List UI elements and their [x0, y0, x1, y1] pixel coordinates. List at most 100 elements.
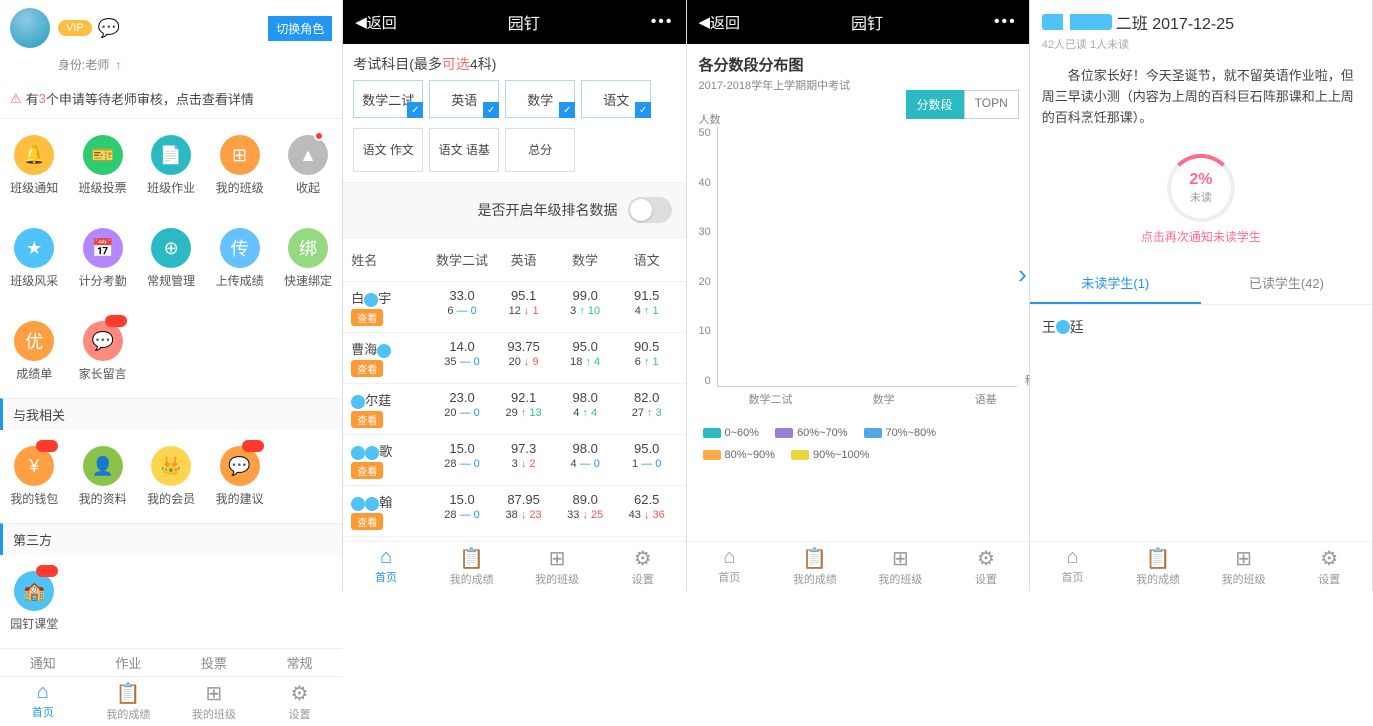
next-arrow-icon[interactable]: ›	[1018, 259, 1027, 290]
mini-tab[interactable]: 投票	[171, 649, 257, 676]
feature-icon: 🎫	[83, 135, 123, 175]
table-row: 歌查看 15.028 — 097.33 ↓ 298.04 — 095.01 — …	[343, 435, 685, 486]
view-button[interactable]: 查看	[351, 513, 383, 530]
more-icon[interactable]: •••	[994, 13, 1017, 31]
tab-首页[interactable]: ⌂首页	[687, 546, 773, 587]
legend: 0~60%60%~70%70%~80%80%~90%90%~100%	[687, 417, 1029, 471]
feature-item[interactable]: 优 成绩单	[0, 315, 68, 388]
feature-label: 收起	[274, 179, 342, 196]
tab-我的成绩[interactable]: 📋我的成绩	[429, 546, 515, 587]
feature-item[interactable]: 🎫 班级投票	[68, 129, 136, 202]
subject-chip[interactable]: 英语	[429, 80, 499, 118]
chat-icon[interactable]: 💬	[98, 18, 120, 39]
feature-icon: 📅	[83, 228, 123, 268]
feature-item[interactable]: 🏫 园钉课堂	[0, 565, 68, 638]
tab-我的班级[interactable]: ⊞我的班级	[1201, 546, 1287, 587]
feature-item[interactable]: 绑 快速绑定	[274, 222, 342, 295]
table-row: 曹海查看 14.035 — 093.7520 ↓ 995.018 ↑ 490.5…	[343, 333, 685, 384]
back-button[interactable]: ◀返回	[699, 12, 741, 33]
mini-tab[interactable]: 通知	[0, 649, 86, 676]
subject-label: 考试科目(最多可选4科)	[343, 44, 685, 80]
feature-label: 成绩单	[0, 365, 68, 382]
view-button[interactable]: 查看	[351, 462, 383, 479]
tab-我的成绩[interactable]: 📋我的成绩	[86, 681, 172, 722]
feature-item[interactable]: ⊕ 常规管理	[137, 222, 205, 295]
feature-label: 计分考勤	[68, 272, 136, 289]
feature-item[interactable]: 🔔 班级通知	[0, 129, 68, 202]
back-button[interactable]: ◀返回	[355, 12, 397, 33]
subject-chips-row1: 数学二试英语数学语文	[343, 80, 685, 128]
feature-icon: 💬	[220, 446, 260, 486]
tabbar: ⌂首页📋我的成绩⊞我的班级⚙设置	[0, 676, 342, 726]
notice-body: 各位家长好！今天圣诞节，就不留英语作业啦，但周三早读小测（内容为上周的百科巨石阵…	[1030, 56, 1372, 138]
feature-item[interactable]: 💬 家长留言	[68, 315, 136, 388]
score-cell: 95.112 ↓ 1	[493, 288, 555, 326]
notice-header: 二班 2017-12-25 42人已读 1人未读	[1030, 0, 1372, 56]
subject-chip[interactable]: 语文 语基	[429, 128, 499, 172]
feature-item[interactable]: 💬 我的建议	[205, 440, 273, 513]
score-cell: 62.543 ↓ 36	[616, 492, 678, 530]
feature-item[interactable]: 📄 班级作业	[137, 129, 205, 202]
tabbar: ⌂首页📋我的成绩⊞我的班级⚙设置	[687, 541, 1029, 591]
notify-again-link[interactable]: 点击再次通知未读学生	[1030, 228, 1372, 245]
tab-设置[interactable]: ⚙设置	[257, 681, 343, 722]
avatar[interactable]	[10, 8, 50, 48]
rank-toggle[interactable]	[628, 197, 672, 223]
tab-首页[interactable]: ⌂首页	[1030, 546, 1116, 587]
subject-chip[interactable]: 总分	[505, 128, 575, 172]
table-row: 尔莛查看 23.020 — 092.129 ↑ 1398.04 ↑ 482.02…	[343, 384, 685, 435]
feature-label: 我的钱包	[0, 490, 68, 507]
subject-chip[interactable]: 语文	[581, 80, 651, 118]
pending-alert[interactable]: ⚠ 有3个申请等待老师审核，点击查看详情	[0, 79, 342, 119]
tab-首页[interactable]: ⌂首页	[0, 681, 86, 722]
section-third: 第三方	[0, 523, 342, 555]
tab-我的成绩[interactable]: 📋我的成绩	[772, 546, 858, 587]
tab-icon: ⌂	[687, 546, 773, 569]
tab-设置[interactable]: ⚙设置	[600, 546, 686, 587]
tab-我的班级[interactable]: ⊞我的班级	[171, 681, 257, 722]
table-row: 翰查看 15.028 — 087.9538 ↓ 2389.033 ↓ 2562.…	[343, 486, 685, 537]
view-button[interactable]: 查看	[351, 360, 383, 377]
switch-role-button[interactable]: 切换角色	[268, 16, 332, 41]
legend-item: 60%~70%	[775, 427, 847, 439]
tab-read[interactable]: 已读学生(42)	[1201, 263, 1372, 304]
feature-item[interactable]: ★ 班级风采	[0, 222, 68, 295]
header-title: 园钉	[397, 10, 651, 34]
tab-设置[interactable]: ⚙设置	[943, 546, 1029, 587]
tab-我的班级[interactable]: ⊞我的班级	[514, 546, 600, 587]
feature-item[interactable]: 👤 我的资料	[68, 440, 136, 513]
feature-item[interactable]: ¥ 我的钱包	[0, 440, 68, 513]
view-button[interactable]: 查看	[351, 411, 383, 428]
feature-item[interactable]: ⊞ 我的班级	[205, 129, 273, 202]
feature-icon: 传	[220, 228, 260, 268]
tab-设置[interactable]: ⚙设置	[1286, 546, 1372, 587]
tab-icon: ⚙	[600, 546, 686, 571]
score-cell: 99.03 ↑ 10	[554, 288, 616, 326]
feature-icon: ⊞	[220, 135, 260, 175]
score-cell: 87.9538 ↓ 23	[493, 492, 555, 530]
view-button[interactable]: 查看	[351, 309, 383, 326]
feature-item[interactable]: 👑 我的会员	[137, 440, 205, 513]
subject-chip[interactable]: 语文 作文	[353, 128, 423, 172]
subject-chip[interactable]: 数学二试	[353, 80, 423, 118]
tab-首页[interactable]: ⌂首页	[343, 546, 429, 587]
tab-unread[interactable]: 未读学生(1)	[1030, 263, 1201, 304]
rank-toggle-label: 是否开启年级排名数据	[478, 200, 618, 220]
student-row[interactable]: 王廷	[1030, 305, 1372, 349]
feature-item[interactable]: 传 上传成绩	[205, 222, 273, 295]
feature-icon: 💬	[83, 321, 123, 361]
tab-icon: ⚙	[943, 546, 1029, 571]
feature-item[interactable]: ▲ 收起	[274, 129, 342, 202]
tab-我的成绩[interactable]: 📋我的成绩	[1115, 546, 1201, 587]
legend-item: 80%~90%	[703, 449, 775, 461]
feature-item[interactable]: 📅 计分考勤	[68, 222, 136, 295]
subject-chip[interactable]: 数学	[505, 80, 575, 118]
score-cell: 23.020 — 0	[431, 390, 493, 428]
feature-label: 我的会员	[137, 490, 205, 507]
mini-tab[interactable]: 常规	[257, 649, 343, 676]
tab-我的班级[interactable]: ⊞我的班级	[858, 546, 944, 587]
more-icon[interactable]: •••	[651, 13, 674, 31]
feature-label: 班级投票	[68, 179, 136, 196]
mini-tab[interactable]: 作业	[86, 649, 172, 676]
tabbar: ⌂首页📋我的成绩⊞我的班级⚙设置	[1030, 541, 1372, 591]
